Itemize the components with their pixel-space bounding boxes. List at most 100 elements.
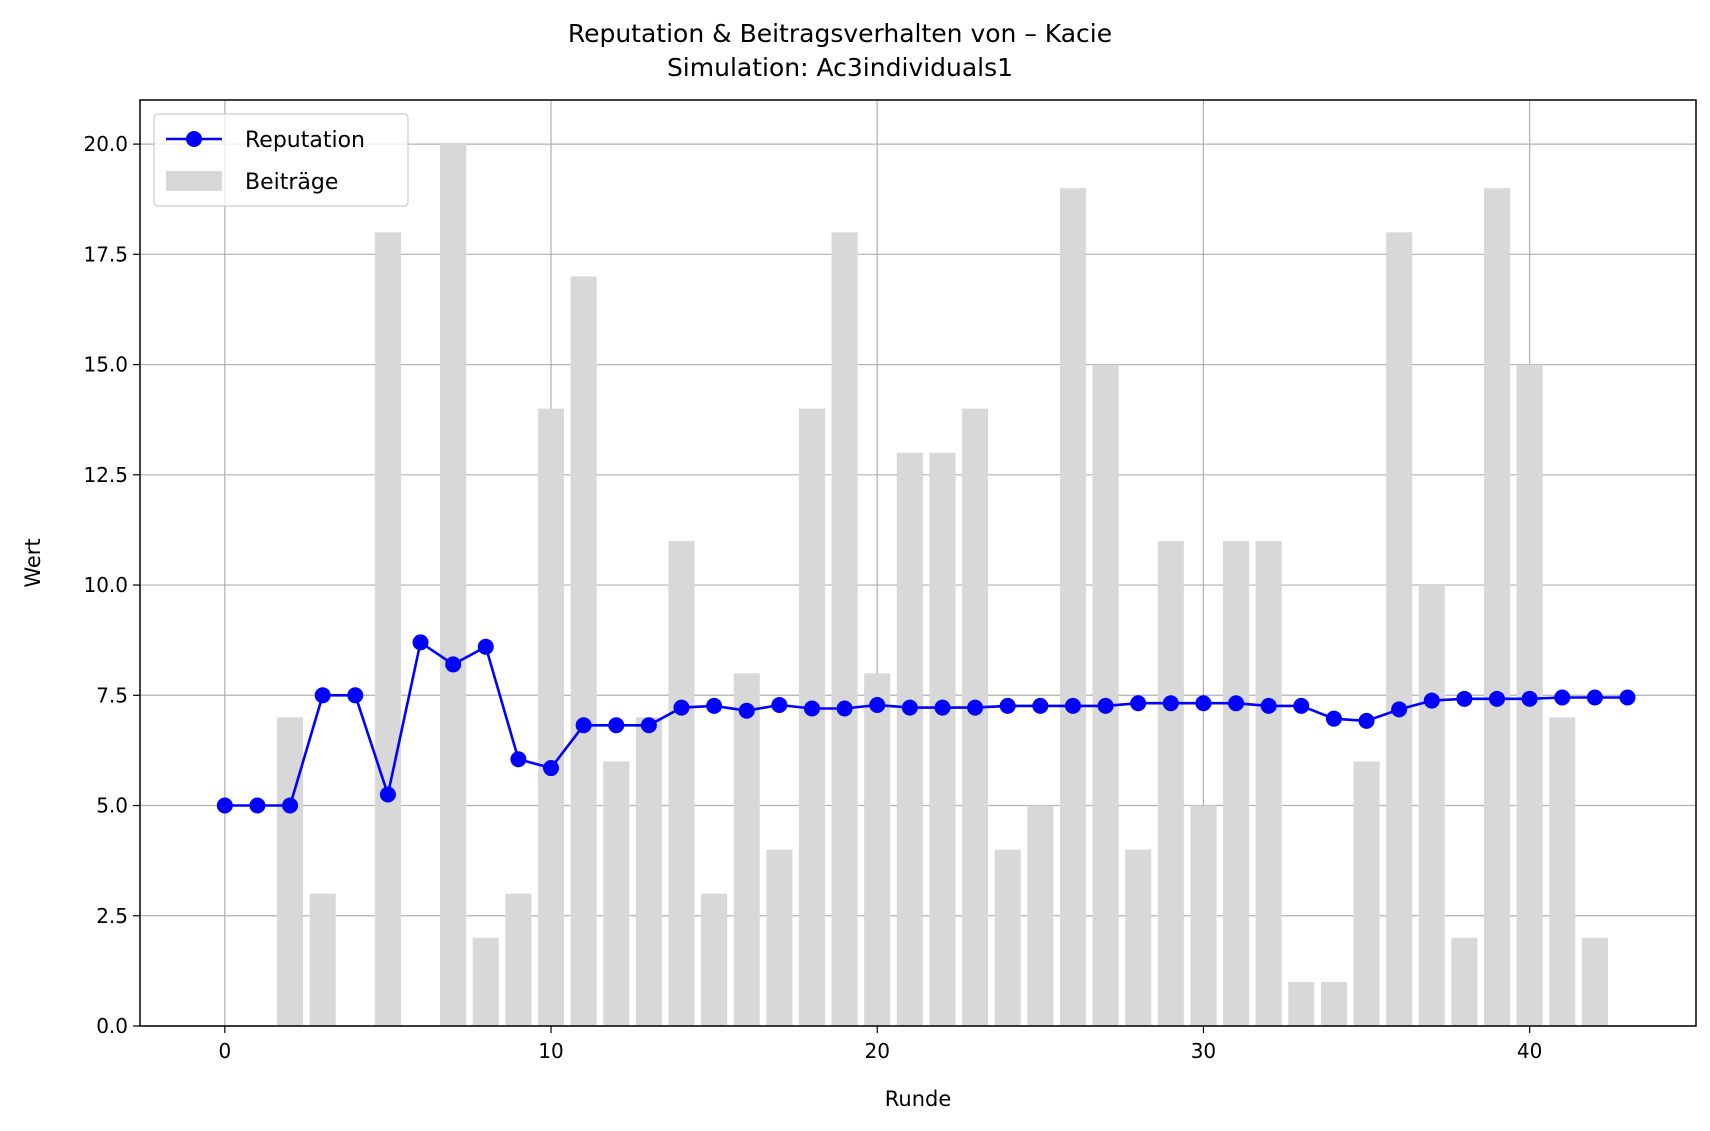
reputation-point bbox=[1195, 695, 1212, 712]
bar bbox=[1255, 540, 1282, 1026]
reputation-point bbox=[1489, 690, 1506, 707]
bar bbox=[1483, 188, 1511, 1026]
bar bbox=[374, 232, 401, 1027]
reputation-point bbox=[1521, 690, 1538, 707]
legend-dot-marker bbox=[186, 131, 202, 147]
bar bbox=[440, 144, 467, 1027]
reputation-point bbox=[738, 702, 755, 719]
reputation-point bbox=[1064, 697, 1081, 714]
reputation-point bbox=[1358, 712, 1375, 729]
bar bbox=[864, 673, 891, 1026]
reputation-point bbox=[901, 699, 918, 716]
x-tick-label: 30 bbox=[1191, 1039, 1216, 1063]
y-tick-label: 5.0 bbox=[96, 794, 128, 818]
bar bbox=[1549, 717, 1576, 1026]
bar bbox=[896, 452, 923, 1026]
bar bbox=[766, 849, 793, 1026]
bar bbox=[309, 893, 336, 1026]
reputation-point bbox=[510, 751, 527, 768]
bar bbox=[472, 937, 499, 1026]
bar bbox=[733, 673, 760, 1026]
bar-series bbox=[277, 144, 1608, 1027]
x-tick-label: 40 bbox=[1517, 1039, 1542, 1063]
y-tick-label: 2.5 bbox=[96, 904, 128, 928]
bar bbox=[1190, 805, 1217, 1026]
reputation-point bbox=[1423, 692, 1440, 709]
reputation-point bbox=[216, 797, 233, 814]
reputation-point bbox=[1032, 697, 1049, 714]
reputation-point bbox=[1162, 695, 1179, 712]
bar bbox=[1125, 849, 1152, 1026]
x-tick-label: 20 bbox=[864, 1039, 889, 1063]
bar bbox=[831, 232, 858, 1027]
bar bbox=[1059, 188, 1086, 1026]
reputation-point bbox=[379, 786, 396, 803]
reputation-point bbox=[1325, 710, 1342, 727]
reputation-point bbox=[249, 797, 266, 814]
bar bbox=[603, 761, 630, 1026]
reputation-point bbox=[282, 797, 299, 814]
bar bbox=[1027, 805, 1054, 1026]
y-tick-label: 0.0 bbox=[96, 1014, 128, 1038]
bar bbox=[962, 408, 989, 1027]
bar bbox=[1223, 540, 1250, 1026]
reputation-point bbox=[1293, 697, 1310, 714]
legend-label-reputation: Reputation bbox=[245, 128, 365, 153]
reputation-point bbox=[1554, 689, 1571, 706]
reputation-point bbox=[608, 717, 625, 734]
reputation-point bbox=[640, 717, 657, 734]
y-axis: 0.0 2.5 5.0 7.5 10.0 12.5 15.0 17.5 20.0 bbox=[83, 132, 140, 1038]
bar bbox=[1451, 937, 1478, 1026]
reputation-point bbox=[1391, 701, 1408, 718]
x-tick-label: 0 bbox=[218, 1039, 231, 1063]
reputation-point bbox=[1619, 689, 1636, 706]
x-tick-label: 10 bbox=[538, 1039, 563, 1063]
bar bbox=[701, 893, 728, 1026]
reputation-point bbox=[673, 699, 690, 716]
reputation-point bbox=[1228, 695, 1245, 712]
bar bbox=[929, 452, 956, 1026]
bar bbox=[537, 408, 565, 1027]
reputation-point bbox=[1260, 697, 1277, 714]
reputation-point bbox=[934, 699, 951, 716]
reputation-point bbox=[445, 656, 462, 673]
bar bbox=[1092, 364, 1119, 1027]
legend: Reputation Beiträge bbox=[153, 113, 409, 207]
reputation-point bbox=[412, 634, 429, 651]
bar bbox=[505, 893, 532, 1026]
y-tick-label: 7.5 bbox=[96, 683, 128, 707]
reputation-point bbox=[1586, 689, 1603, 706]
reputation-point bbox=[999, 697, 1016, 714]
y-tick-label: 20.0 bbox=[83, 132, 128, 156]
bar bbox=[994, 849, 1021, 1026]
bar bbox=[1320, 981, 1347, 1026]
y-tick-label: 12.5 bbox=[83, 463, 128, 487]
bar bbox=[1353, 761, 1380, 1026]
bar bbox=[668, 540, 695, 1026]
reputation-point bbox=[967, 699, 984, 716]
reputation-point bbox=[314, 687, 331, 704]
reputation-point bbox=[575, 717, 592, 734]
plot-frame bbox=[139, 99, 1697, 1027]
x-axis-label: Runde bbox=[885, 1087, 952, 1111]
chart-subtitle: Simulation: Ac3individuals1 bbox=[667, 53, 1013, 82]
line-series bbox=[216, 634, 1636, 814]
reputation-point bbox=[1097, 697, 1114, 714]
reputation-point bbox=[869, 696, 886, 713]
y-tick-label: 10.0 bbox=[83, 573, 128, 597]
chart-title: Reputation & Beitragsverhalten von – Kac… bbox=[568, 19, 1112, 48]
reputation-point bbox=[771, 696, 788, 713]
legend-bar-swatch bbox=[166, 171, 222, 191]
x-axis: 0 10 20 30 40 bbox=[218, 1026, 1542, 1063]
reputation-point bbox=[543, 760, 560, 777]
reputation-point bbox=[347, 687, 364, 704]
bar bbox=[1157, 540, 1184, 1026]
bar bbox=[635, 717, 662, 1026]
bar bbox=[1386, 232, 1413, 1027]
bar bbox=[277, 717, 304, 1026]
y-tick-label: 15.0 bbox=[83, 353, 128, 377]
reputation-point bbox=[1130, 695, 1147, 712]
reputation-point bbox=[836, 700, 853, 717]
reputation-point bbox=[1456, 690, 1473, 707]
